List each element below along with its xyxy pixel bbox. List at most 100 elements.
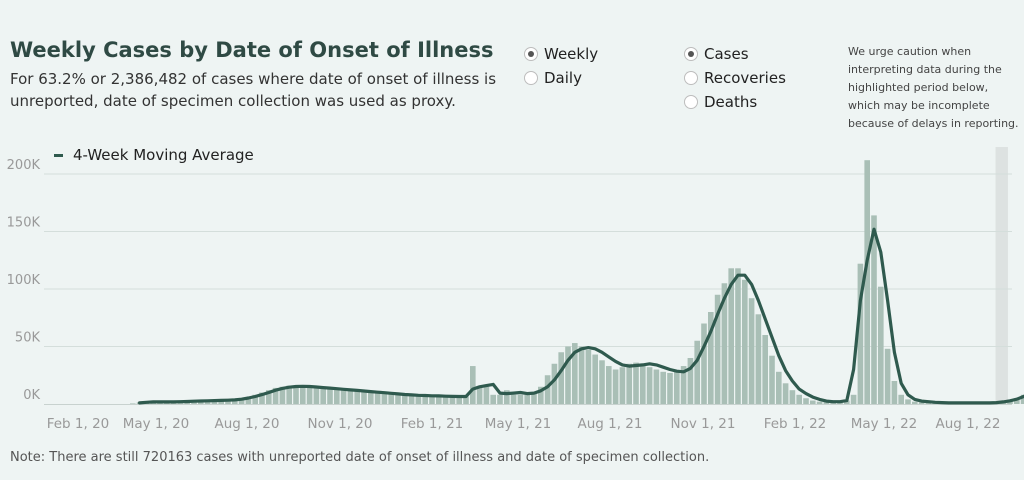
recoveries-radio-dot[interactable]	[684, 71, 698, 85]
caution-note: We urge caution when interpreting data d…	[848, 45, 1019, 130]
case-bar	[844, 400, 850, 404]
case-bar	[551, 363, 558, 404]
case-bar	[320, 387, 326, 404]
case-bar	[714, 294, 721, 404]
cases-radio-label[interactable]: Cases	[704, 45, 749, 63]
case-bar	[463, 396, 469, 404]
case-bar	[1014, 398, 1020, 404]
legend-label: 4-Week Moving Average	[73, 146, 254, 164]
case-bar	[606, 366, 612, 404]
y-tick-label: 0K	[23, 388, 40, 403]
case-bar	[680, 366, 687, 404]
case-bar	[728, 268, 734, 404]
case-bar	[701, 323, 707, 404]
case-bar	[449, 396, 456, 404]
chart-legend: 4-Week Moving Average	[54, 146, 254, 164]
deaths-radio-dot[interactable]	[684, 95, 698, 109]
x-tick-label: Feb 1, 20	[47, 416, 110, 432]
moving-average-line	[138, 227, 1024, 405]
case-bar	[232, 399, 238, 404]
weekly-radio-dot[interactable]	[524, 47, 538, 61]
case-bar	[252, 394, 258, 404]
case-bar	[340, 389, 347, 404]
x-tick-label: Aug 1, 22	[935, 416, 1000, 432]
case-bar	[259, 392, 265, 404]
case-bar	[687, 358, 694, 404]
case-bar	[266, 390, 272, 404]
case-bar	[776, 371, 782, 404]
case-bar	[381, 392, 388, 404]
case-bar	[803, 398, 809, 404]
case-bar	[327, 387, 333, 404]
case-bar	[565, 346, 571, 404]
case-bar	[470, 366, 476, 404]
cases-radio[interactable]: Cases	[684, 42, 786, 66]
case-bar	[558, 352, 564, 404]
case-bar	[313, 386, 320, 404]
case-bar	[306, 386, 313, 404]
recoveries-radio[interactable]: Recoveries	[684, 66, 786, 90]
cases-radio-dot[interactable]	[684, 47, 698, 61]
case-bar	[810, 400, 816, 404]
case-bar	[510, 394, 517, 404]
case-bar	[347, 389, 354, 404]
case-bar	[442, 395, 449, 404]
case-bar	[422, 395, 428, 404]
case-bar	[538, 386, 544, 404]
case-bar	[279, 386, 286, 404]
case-bar	[762, 335, 768, 404]
case-bar	[735, 268, 741, 404]
incomplete-period-highlight	[995, 147, 1008, 404]
case-bar	[646, 367, 653, 404]
case-bar	[905, 399, 911, 404]
daily-radio-label[interactable]: Daily	[544, 69, 582, 87]
case-bar	[721, 283, 728, 404]
case-bar	[245, 397, 252, 404]
case-bar	[789, 390, 796, 404]
case-bar	[653, 369, 660, 404]
case-bar	[674, 371, 680, 404]
case-bar	[490, 394, 496, 404]
weekly-radio[interactable]: Weekly	[524, 42, 598, 66]
y-tick-label: 200K	[7, 158, 41, 173]
case-bar	[408, 394, 415, 404]
case-bar	[272, 387, 279, 404]
daily-radio[interactable]: Daily	[524, 66, 598, 90]
recoveries-radio-label[interactable]: Recoveries	[704, 69, 786, 87]
deaths-radio-label[interactable]: Deaths	[704, 93, 758, 111]
x-tick-label: Feb 1, 21	[401, 416, 464, 432]
case-bar	[368, 391, 374, 404]
case-bar	[415, 395, 422, 404]
case-bar	[857, 263, 864, 404]
case-bar	[660, 371, 666, 404]
x-tick-label: Nov 1, 20	[308, 416, 373, 432]
weekly-radio-label[interactable]: Weekly	[544, 45, 599, 63]
case-bar	[544, 375, 551, 404]
x-tick-label: May 1, 22	[851, 416, 918, 432]
case-bar	[218, 400, 224, 404]
y-tick-label: 100K	[7, 273, 41, 288]
case-bar	[300, 385, 306, 404]
metric-toggle: Cases Recoveries Deaths	[684, 42, 786, 114]
x-tick-label: Aug 1, 20	[214, 416, 279, 432]
case-bar	[878, 286, 884, 404]
case-bar	[912, 401, 918, 404]
case-bar	[633, 362, 639, 404]
deaths-radio[interactable]: Deaths	[684, 90, 786, 114]
case-bar	[864, 160, 870, 404]
case-bar	[524, 394, 530, 404]
case-bar	[592, 354, 598, 404]
y-tick-label: 150K	[7, 216, 41, 231]
daily-radio-dot[interactable]	[524, 71, 538, 85]
case-bar	[884, 348, 891, 404]
x-tick-label: May 1, 21	[485, 416, 552, 432]
legend-line-swatch	[54, 153, 63, 157]
case-bar	[667, 372, 673, 404]
case-bar	[395, 393, 401, 404]
case-bar	[238, 398, 245, 404]
case-bar	[286, 385, 292, 404]
case-bar	[225, 399, 231, 404]
case-bar	[898, 394, 904, 404]
case-bar	[816, 401, 823, 404]
x-tick-label: May 1, 20	[123, 416, 190, 432]
